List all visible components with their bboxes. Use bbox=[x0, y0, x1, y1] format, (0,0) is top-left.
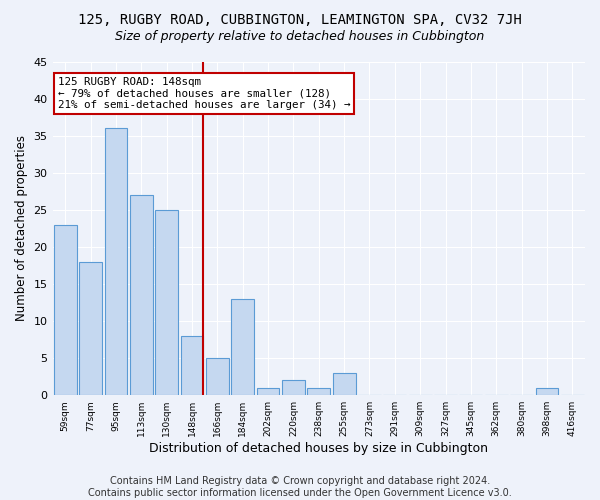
Bar bbox=[282, 380, 305, 395]
Bar bbox=[206, 358, 229, 395]
X-axis label: Distribution of detached houses by size in Cubbington: Distribution of detached houses by size … bbox=[149, 442, 488, 455]
Bar bbox=[257, 388, 280, 395]
Bar bbox=[231, 299, 254, 395]
Bar bbox=[54, 224, 77, 395]
Bar bbox=[155, 210, 178, 395]
Text: Size of property relative to detached houses in Cubbington: Size of property relative to detached ho… bbox=[115, 30, 485, 43]
Bar bbox=[536, 388, 559, 395]
Bar bbox=[104, 128, 127, 395]
Bar bbox=[333, 373, 356, 395]
Bar bbox=[181, 336, 203, 395]
Text: 125 RUGBY ROAD: 148sqm
← 79% of detached houses are smaller (128)
21% of semi-de: 125 RUGBY ROAD: 148sqm ← 79% of detached… bbox=[58, 76, 350, 110]
Bar bbox=[79, 262, 102, 395]
Text: 125, RUGBY ROAD, CUBBINGTON, LEAMINGTON SPA, CV32 7JH: 125, RUGBY ROAD, CUBBINGTON, LEAMINGTON … bbox=[78, 12, 522, 26]
Bar bbox=[130, 195, 152, 395]
Text: Contains HM Land Registry data © Crown copyright and database right 2024.
Contai: Contains HM Land Registry data © Crown c… bbox=[88, 476, 512, 498]
Bar bbox=[307, 388, 330, 395]
Y-axis label: Number of detached properties: Number of detached properties bbox=[15, 136, 28, 322]
